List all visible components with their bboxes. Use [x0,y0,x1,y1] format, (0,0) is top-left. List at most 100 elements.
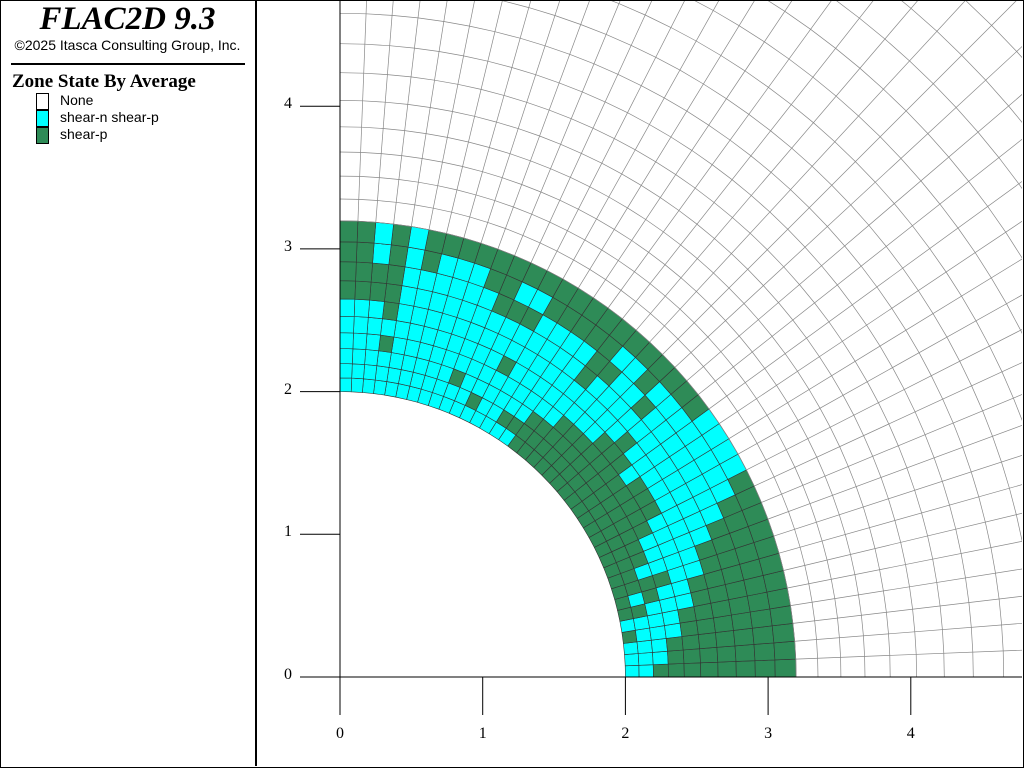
mesh-radial-line [697,138,1022,395]
zone [386,264,406,286]
mesh-radial-line [767,425,1022,520]
zone [773,640,797,661]
zone [339,377,353,393]
mesh-radial-line [778,484,1022,554]
zone [339,220,359,243]
mesh-radial-line [773,455,1022,537]
y-tick-label: 0 [284,666,292,683]
zone [697,632,718,650]
zone [650,638,668,653]
mesh-radial-line [593,1,793,298]
zone [733,627,755,647]
zone [372,242,392,265]
zone [388,244,409,268]
zone [350,377,364,393]
zone [351,348,367,365]
zone [624,653,640,667]
zone [638,664,654,678]
y-tick-label: 3 [284,237,292,255]
mesh-radial-line [728,258,1022,439]
zone [339,315,355,334]
mesh-radial-line [411,1,448,227]
mesh-radial-line [674,46,1022,368]
y-tick-label: 1 [284,523,292,541]
zone [352,332,368,350]
mesh-radial-line [649,1,966,343]
legend-title: Zone State By Average [12,71,196,92]
divider [11,63,245,65]
mesh-radial-line [463,1,532,239]
x-tick-label: 2 [621,725,630,742]
zone [367,299,385,320]
zone [382,301,400,321]
zone [369,281,387,302]
legend-label: None [60,92,94,108]
zone [665,636,684,652]
mesh-radial-line [795,649,1022,660]
zone [404,246,426,271]
zone [355,261,373,283]
mesh-radial-line [393,1,421,225]
zone [339,241,358,263]
legend-swatch [36,93,49,110]
zone [683,662,702,678]
zone [407,226,430,251]
zone [374,365,390,382]
zone [339,332,354,350]
mesh-radial-line [792,595,1022,624]
mesh-radial-line [375,1,394,223]
zone [717,661,737,678]
zone [752,625,775,645]
mesh-radial-line [662,1,1017,355]
zone [351,363,365,380]
y-tick-label: 2 [284,380,292,398]
x-tick-label: 1 [478,725,487,742]
mesh-radial-line [428,1,475,230]
legend-swatch [36,110,49,127]
zone [774,658,797,678]
mesh-radial-line [787,540,1022,589]
mesh-radial-line [790,568,1022,606]
mesh-radial-line [783,512,1022,571]
zone [354,280,372,301]
mesh-radial-line [794,622,1022,642]
mesh-radial-line [607,1,832,309]
zone [366,316,383,336]
mesh-radial-line [578,1,755,289]
mesh-radial-line [357,1,367,222]
copyright: ©2025 Itasca Consulting Group, Inc. [14,37,241,53]
mesh-radial-line [635,1,918,331]
zone [362,378,376,394]
zone [667,649,685,665]
zone [700,661,719,678]
legend-swatch [36,127,49,144]
mesh-radial-line [737,294,1022,455]
zone [364,349,379,367]
zone [365,333,381,352]
zone [398,285,418,307]
zone [376,350,392,368]
zone [363,364,378,381]
zone [771,623,796,644]
mesh-radial-line [686,94,1022,382]
zone [749,608,773,629]
y-tick-label: 4 [284,95,292,113]
zone [378,334,395,353]
zone [339,261,357,282]
mesh-radial-line [622,1,874,320]
mesh-radial-line [546,1,685,271]
legend-label: shear-p [60,126,108,142]
zone [753,642,776,662]
zone [754,659,776,678]
zone [373,221,394,246]
mesh-radial-line [719,220,1022,424]
mesh-radial-line [708,181,1022,410]
zone [339,363,353,379]
mesh-radial-line [480,1,561,244]
zone [715,630,736,648]
zone [624,664,640,678]
mesh-radial-line [761,394,1022,503]
x-tick-label: 4 [906,725,915,742]
zone [396,303,415,324]
